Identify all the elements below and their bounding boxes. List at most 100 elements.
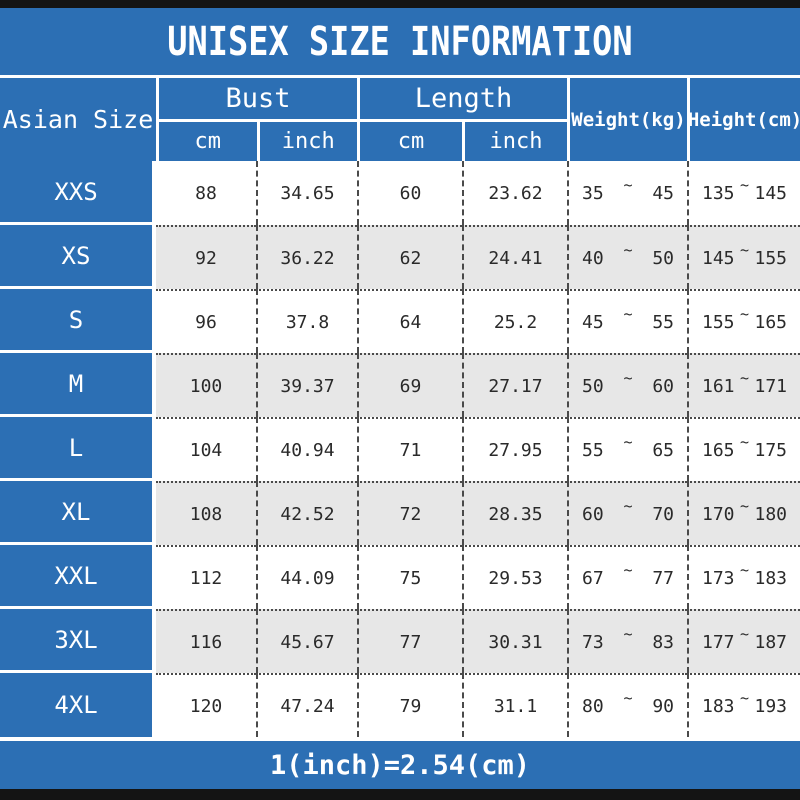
weight-min-value: 80 [582,695,604,717]
bust-inch-value: 39.37 [256,353,357,417]
top-black-bar [0,0,800,8]
tilde-icon: ~ [739,689,750,707]
tilde-icon: ~ [623,689,633,707]
tilde-icon: ~ [623,625,633,643]
height-min-value: 170 [702,503,735,525]
divider [0,75,800,78]
height-min-value: 161 [702,375,735,397]
length-cm-value: 75 [357,545,462,609]
header-bust-cm: cm [194,129,222,154]
header-bust-inch: inch [256,122,358,161]
tilde-icon: ~ [623,497,633,515]
weight-max-value: 50 [652,247,674,269]
bust-cm-value: 96 [156,289,256,353]
divider [0,737,800,741]
tilde-icon: ~ [739,176,750,194]
weight-range: 80 ~90 [567,673,687,737]
length-inch-value: 31.1 [462,673,567,737]
page-title: UNISEX SIZE INFORMATION [167,18,633,65]
weight-min-value: 35 [582,182,604,204]
height-max-value: 145 [754,182,787,204]
bust-cm-value: 116 [156,609,256,673]
weight-min-value: 73 [582,631,604,653]
weight-max-value: 65 [652,439,674,461]
bust-cm-value: 92 [156,225,256,289]
height-range: 183 ~193 [687,673,800,737]
header-asian-size: Asian Size [0,78,156,161]
height-min-value: 145 [702,247,735,269]
height-range: 177 ~187 [687,609,800,673]
table-row: S 96 37.8 64 25.2 45 ~55 155 ~165 [0,289,800,353]
length-cm-value: 64 [357,289,462,353]
height-max-value: 165 [754,311,787,333]
height-range: 155 ~165 [687,289,800,353]
table-header: Asian Size Bust cm inch Length cm inch W… [0,78,800,161]
height-min-value: 155 [702,311,735,333]
length-cm-value: 71 [357,417,462,481]
length-inch-value: 30.31 [462,609,567,673]
bust-cm-value: 104 [156,417,256,481]
table-row: M 100 39.37 69 27.17 50 ~60 161 ~171 [0,353,800,417]
length-cm-value: 69 [357,353,462,417]
height-min-value: 177 [702,631,735,653]
header-bust-group: Bust cm inch [156,78,357,161]
tilde-icon: ~ [739,369,750,387]
height-range: 173 ~183 [687,545,800,609]
length-inch-value: 23.62 [462,161,567,225]
height-range: 145 ~155 [687,225,800,289]
header-length-group: Length cm inch [357,78,567,161]
weight-range: 50 ~60 [567,353,687,417]
height-min-value: 183 [702,695,735,717]
weight-min-value: 45 [582,311,604,333]
height-max-value: 193 [754,695,787,717]
tilde-icon: ~ [623,176,633,194]
title-band: UNISEX SIZE INFORMATION [0,8,800,75]
height-min-value: 135 [702,182,735,204]
weight-max-value: 45 [652,182,674,204]
header-weight: Weight(kg) [567,78,687,161]
row-size-label: XS [0,225,156,289]
weight-max-value: 77 [652,567,674,589]
row-size-label: 3XL [0,609,156,673]
length-cm-value: 77 [357,609,462,673]
length-inch-value: 27.95 [462,417,567,481]
weight-min-value: 60 [582,503,604,525]
tilde-icon: ~ [739,433,750,451]
header-length: Length [360,78,567,122]
row-size-label: L [0,417,156,481]
length-inch-value: 24.41 [462,225,567,289]
tilde-icon: ~ [739,497,750,515]
row-size-label: S [0,289,156,353]
height-max-value: 171 [754,375,787,397]
bust-cm-value: 112 [156,545,256,609]
length-cm-value: 79 [357,673,462,737]
weight-min-value: 55 [582,439,604,461]
length-inch-value: 25.2 [462,289,567,353]
bust-inch-value: 37.8 [256,289,357,353]
row-size-label: XXL [0,545,156,609]
tilde-icon: ~ [623,305,633,323]
weight-max-value: 60 [652,375,674,397]
weight-range: 55 ~65 [567,417,687,481]
weight-max-value: 55 [652,311,674,333]
weight-min-value: 50 [582,375,604,397]
table-body: XXS 88 34.65 60 23.62 35 ~45 135 ~145 XS 92 36.22 62… [0,161,800,737]
tilde-icon: ~ [739,625,750,643]
height-min-value: 173 [702,567,735,589]
length-inch-value: 29.53 [462,545,567,609]
weight-range: 40 ~50 [567,225,687,289]
length-cm-value: 60 [357,161,462,225]
weight-range: 35 ~45 [567,161,687,225]
length-cm-value: 72 [357,481,462,545]
height-max-value: 155 [754,247,787,269]
weight-range: 73 ~83 [567,609,687,673]
weight-max-value: 83 [652,631,674,653]
tilde-icon: ~ [623,369,633,387]
height-max-value: 183 [754,567,787,589]
weight-max-value: 90 [652,695,674,717]
header-length-inch: inch [462,122,567,161]
table-row: L 104 40.94 71 27.95 55 ~65 165 ~175 [0,417,800,481]
table-row: XL 108 42.52 72 28.35 60 ~70 170 ~180 [0,481,800,545]
height-range: 165 ~175 [687,417,800,481]
